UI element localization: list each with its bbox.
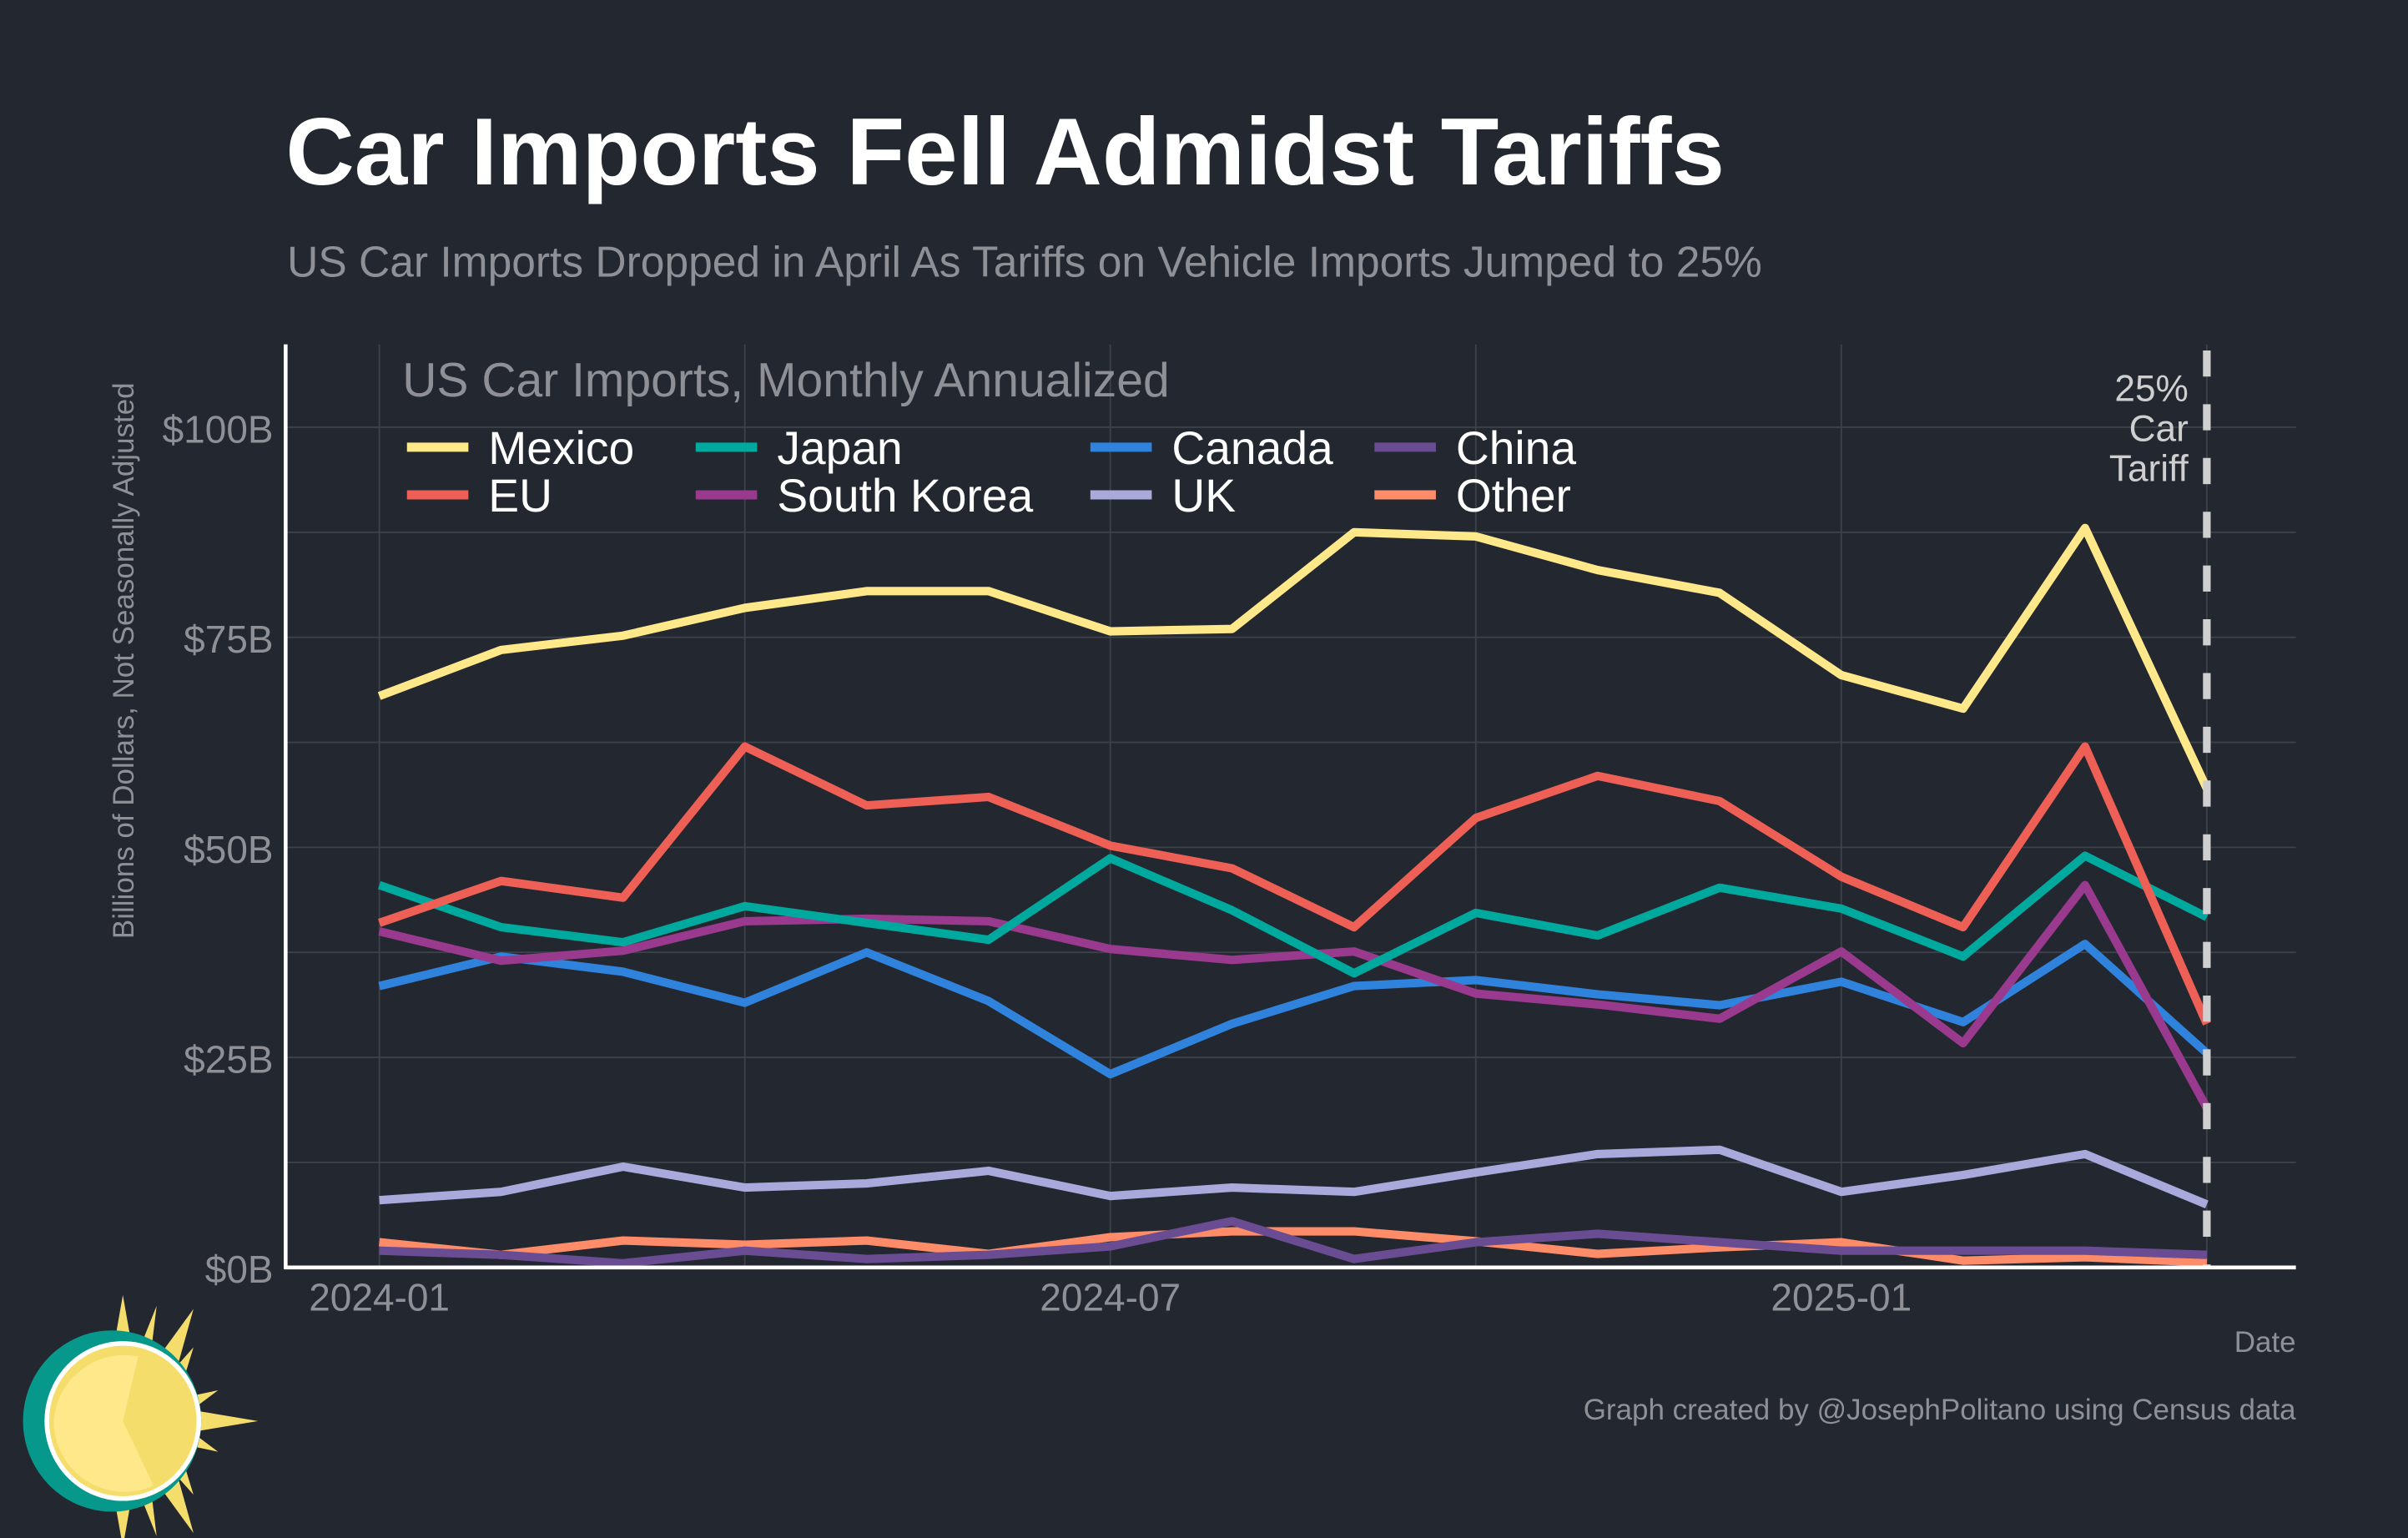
annotation-text: Tariff [2109, 448, 2189, 489]
legend-item: Japan [695, 422, 903, 474]
x-tick-label: 2024-01 [309, 1275, 450, 1319]
series-line-canada [378, 940, 2210, 1079]
y-tick-label: $25B [184, 1037, 273, 1081]
annotation-text: 25% [2114, 369, 2188, 410]
y-tick-label: $0B [205, 1248, 274, 1291]
legend-label: EU [488, 470, 552, 522]
y-axis-label: Billions of Dollars, Not Seasonally Adju… [108, 382, 140, 939]
legend-item: Mexico [406, 422, 634, 474]
x-tick-label: 2025-01 [1771, 1275, 1912, 1319]
series-line-eu [377, 742, 2211, 1026]
x-tick-label: 2024-07 [1040, 1275, 1181, 1319]
legend-label: UK [1171, 470, 1236, 522]
legend-item: EU [406, 470, 552, 522]
legend-label: Japan [777, 422, 902, 474]
series-line-china [379, 1217, 2208, 1268]
legend-item: South Korea [695, 470, 1034, 522]
legend-item: Canada [1090, 422, 1333, 474]
gridlines [285, 344, 2296, 1268]
legend-label: Other [1456, 470, 1571, 522]
x-axis-label: Date [2234, 1326, 2296, 1359]
y-tick-labels: $0B $25B $50B $75B $100B [163, 407, 274, 1291]
sun-logo [23, 1294, 259, 1538]
x-tick-labels: 2024-01 2024-07 2025-01 [309, 1275, 1912, 1319]
legend-label: Mexico [488, 422, 634, 474]
chart-subtitle: US Car Imports Dropped in April As Tarif… [287, 238, 1762, 286]
series-line-south-korea [378, 880, 2211, 1110]
credit-text: Graph created by @JosephPolitano using C… [1584, 1394, 2296, 1426]
y-tick-label: $50B [184, 828, 273, 871]
annotation-text: Car [2129, 409, 2189, 450]
legend-item: China [1374, 422, 1576, 474]
y-tick-label: $100B [163, 407, 274, 451]
series-line-uk [379, 1145, 2209, 1208]
legend-label: South Korea [777, 470, 1033, 522]
legend-item: UK [1090, 470, 1236, 522]
series-lines [377, 523, 2211, 1268]
series-line-mexico [377, 523, 2211, 791]
y-tick-label: $75B [184, 618, 273, 661]
legend-item: Other [1374, 470, 1571, 522]
plot-inner-title: US Car Imports, Monthly Annualized [402, 354, 1170, 407]
legend-label: Canada [1171, 422, 1333, 474]
series-line-japan [377, 851, 2209, 978]
chart-title: Car Imports Fell Admidst Tariffs [285, 99, 1725, 205]
legend-label: China [1456, 422, 1577, 474]
